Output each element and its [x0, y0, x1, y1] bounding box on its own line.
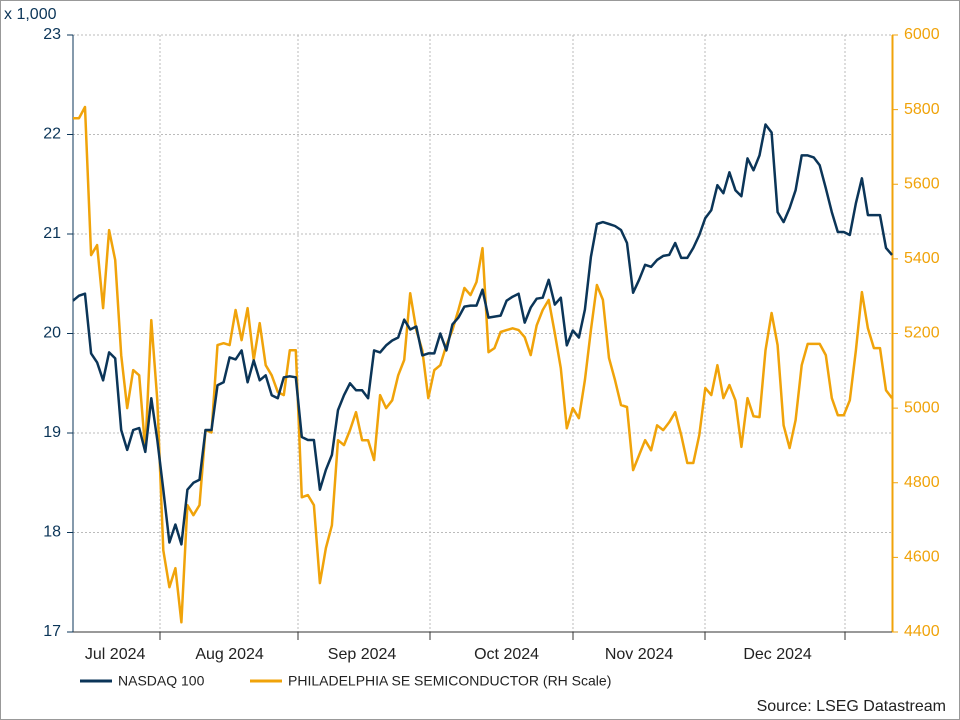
x-tick-label: Sep 2024: [328, 646, 397, 663]
y-tick-label: 17: [43, 623, 61, 640]
y2-tick-label: 4800: [904, 474, 940, 491]
x-tick-label: Aug 2024: [195, 646, 264, 663]
x-tick-label: Nov 2024: [605, 646, 674, 663]
y-tick-label: 19: [43, 424, 61, 441]
series-line: [72, 123, 893, 546]
y-tick-label: 18: [43, 524, 61, 541]
legend-label: NASDAQ 100: [118, 673, 205, 689]
x-tick-label: Oct 2024: [474, 646, 539, 663]
y2-tick-label: 4600: [904, 549, 940, 566]
y2-tick-label: 5800: [904, 101, 940, 118]
y2-tick-label: 5200: [904, 325, 940, 342]
y-tick-label: 20: [43, 325, 61, 342]
y-tick-label: 23: [43, 26, 61, 43]
y2-tick-label: 5400: [904, 250, 940, 267]
series-line: [73, 105, 893, 624]
x-tick-label: Jul 2024: [85, 646, 146, 663]
legend-label: PHILADELPHIA SE SEMICONDUCTOR (RH Scale): [288, 673, 611, 689]
y2-tick-label: 5600: [904, 175, 940, 192]
y2-tick-label: 5000: [904, 399, 940, 416]
x-tick-label: Dec 2024: [743, 646, 812, 663]
y-tick-label: 21: [43, 225, 61, 242]
y2-tick-label: 6000: [904, 26, 940, 43]
y-tick-label: 22: [43, 126, 61, 143]
y2-tick-label: 4400: [904, 623, 940, 640]
source: Source: LSEG Datastream: [757, 698, 946, 715]
y-axis-unit: x 1,000: [4, 6, 57, 23]
